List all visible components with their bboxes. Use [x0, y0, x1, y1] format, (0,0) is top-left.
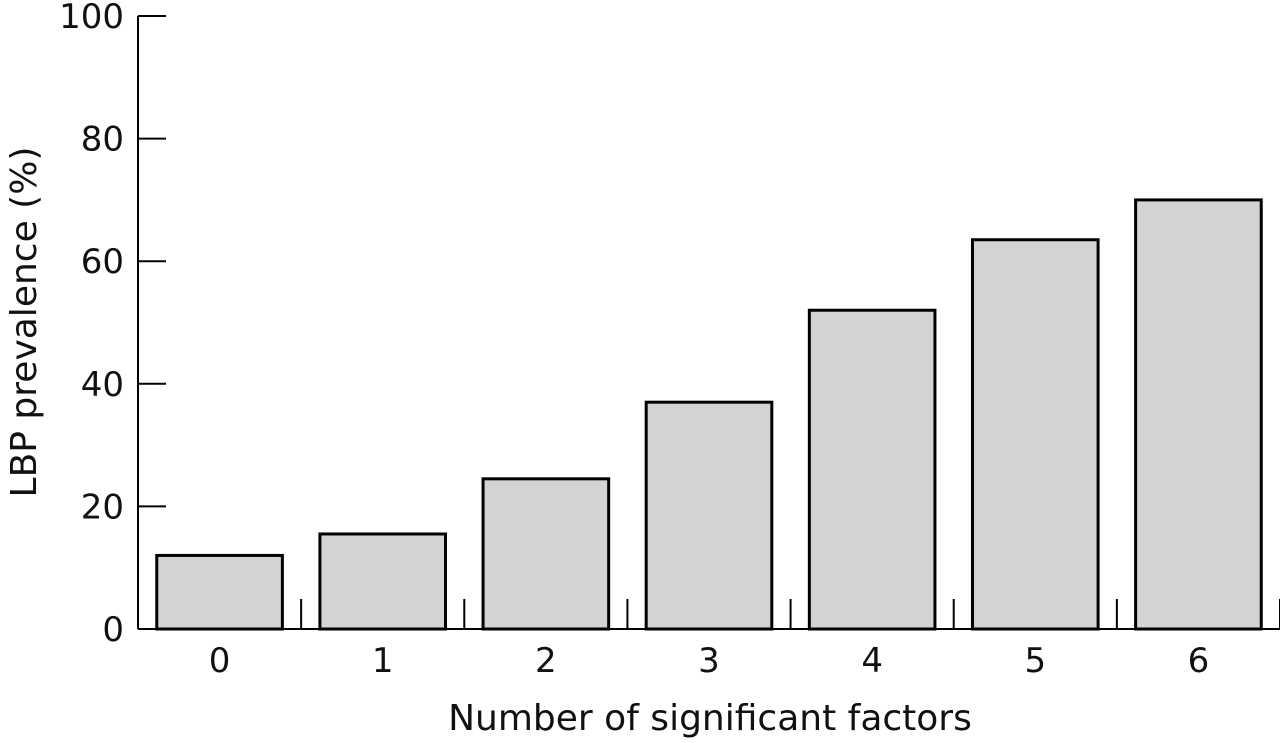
bar — [807, 308, 937, 631]
bars — [155, 198, 1263, 631]
x-tick-label: 4 — [861, 641, 883, 681]
x-tick-label: 5 — [1024, 641, 1046, 681]
x-axis-title: Number of significant factors — [448, 698, 972, 739]
bar — [155, 553, 284, 631]
bar — [970, 238, 1100, 631]
x-tick-label: 0 — [209, 641, 231, 681]
y-tick-label: 40 — [81, 365, 124, 405]
bar — [1134, 198, 1263, 631]
x-tick-label: 6 — [1188, 641, 1210, 681]
y-tick-label: 100 — [59, 0, 124, 37]
x-ticks: 0 1 2 3 4 5 6 — [209, 599, 1280, 681]
y-tick-label: 80 — [81, 120, 124, 160]
x-tick-label: 1 — [372, 641, 394, 681]
y-tick-label: 60 — [81, 242, 124, 282]
y-tick-label: 0 — [102, 610, 124, 650]
bar — [318, 532, 448, 631]
y-axis-title: LBP prevalence (%) — [4, 147, 45, 498]
bar — [644, 400, 774, 631]
y-tick-label: 20 — [81, 487, 124, 527]
x-tick-label: 2 — [535, 641, 557, 681]
bar — [481, 477, 611, 631]
x-tick-label: 3 — [698, 641, 720, 681]
y-ticks: 0 20 40 60 80 100 — [59, 0, 166, 650]
